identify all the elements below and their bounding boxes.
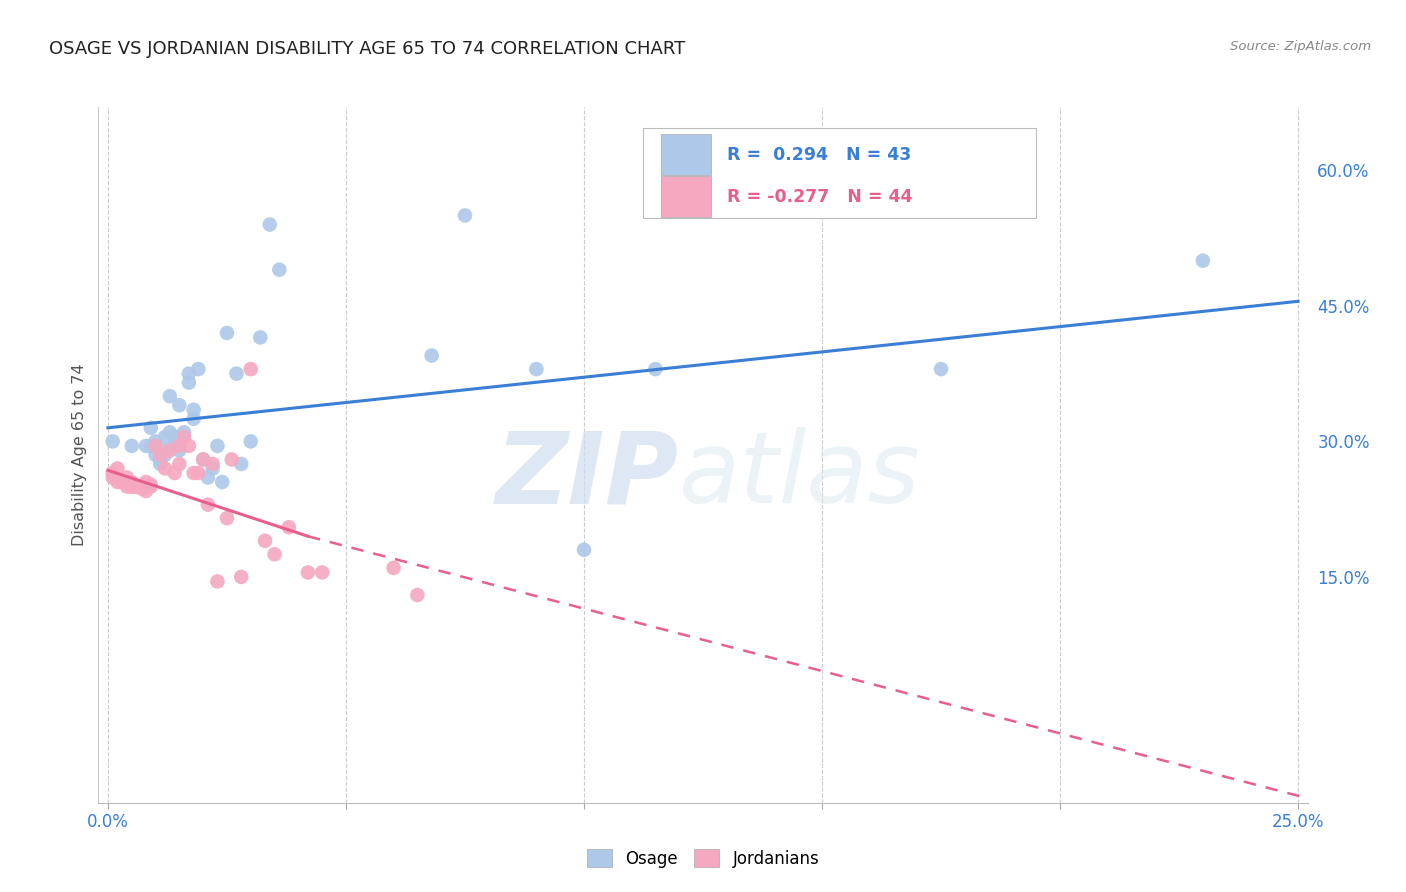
Point [163,439,186,453]
Point [139,421,162,435]
Point [115,470,138,484]
Point [169,443,191,458]
Point [201,457,224,471]
Point [163,430,186,444]
Point [125,479,148,493]
Point [524,362,547,376]
Point [115,479,138,493]
Point [129,481,152,495]
Point [139,439,162,453]
Point [197,470,219,484]
Point [297,566,319,580]
Point [183,411,205,425]
Y-axis label: Disability Age 65 to 74: Disability Age 65 to 74 [72,364,87,546]
Point [929,362,952,376]
Point [183,402,205,417]
Point [129,479,152,493]
Point [215,511,238,525]
Point [572,542,595,557]
Text: atlas: atlas [679,427,921,524]
Point [121,475,143,489]
Point [101,466,124,480]
Point [177,367,200,381]
Point [111,475,134,489]
Point [101,470,124,484]
Point [225,367,247,381]
Point [239,434,262,449]
Text: R =  0.294   N = 43: R = 0.294 N = 43 [727,145,911,164]
Point [207,439,229,453]
Point [139,477,162,491]
Point [177,376,200,390]
Point [169,457,191,471]
Point [149,452,172,467]
Point [420,349,443,363]
Point [153,461,176,475]
Point [211,475,233,489]
Point [169,398,191,412]
Point [107,475,129,489]
Point [169,439,191,453]
Point [231,570,253,584]
Point [239,362,262,376]
Point [406,588,429,602]
Point [177,439,200,453]
Point [249,330,271,344]
Point [191,452,214,467]
Point [153,430,176,444]
Legend: Osage, Jordanians: Osage, Jordanians [581,842,825,874]
Point [173,425,195,440]
Point [121,439,143,453]
Point [159,443,181,458]
Point [183,466,205,480]
Point [173,430,195,444]
Point [311,566,333,580]
Point [135,475,157,489]
Point [121,479,143,493]
Text: ZIP: ZIP [496,427,679,524]
Point [107,461,129,475]
Point [139,479,162,493]
Point [145,439,167,453]
Point [191,452,214,467]
Point [145,448,167,462]
Text: OSAGE VS JORDANIAN DISABILITY AGE 65 TO 74 CORRELATION CHART: OSAGE VS JORDANIAN DISABILITY AGE 65 TO … [49,40,686,58]
Point [254,533,277,548]
Point [187,466,209,480]
Point [187,362,209,376]
FancyBboxPatch shape [643,128,1035,219]
FancyBboxPatch shape [661,176,711,217]
Point [159,389,181,403]
Point [269,262,291,277]
Point [125,479,148,493]
Point [149,457,172,471]
Point [153,443,176,458]
Point [101,434,124,449]
Point [207,574,229,589]
Point [121,479,143,493]
Point [163,466,186,480]
Point [149,448,172,462]
Point [201,461,224,475]
Point [1192,253,1215,268]
Point [231,457,253,471]
Point [221,452,243,467]
Point [277,520,299,534]
Point [145,434,167,449]
FancyBboxPatch shape [661,134,711,176]
Point [382,561,405,575]
Point [259,218,281,232]
Text: R = -0.277   N = 44: R = -0.277 N = 44 [727,187,912,205]
Point [153,448,176,462]
Point [263,547,285,561]
Point [159,425,181,440]
Point [454,209,477,223]
Point [135,484,157,499]
Point [644,362,666,376]
Point [135,439,157,453]
Point [197,498,219,512]
Point [215,326,238,340]
Text: Source: ZipAtlas.com: Source: ZipAtlas.com [1230,40,1371,54]
